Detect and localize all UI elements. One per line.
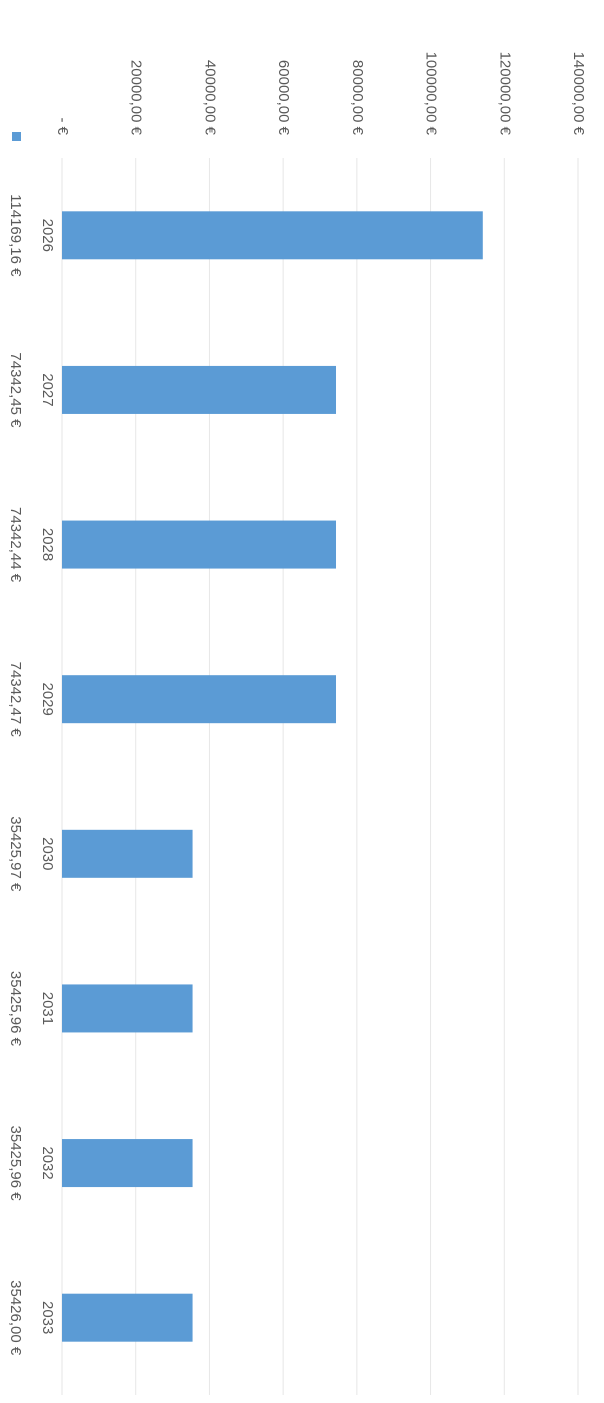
bar xyxy=(62,365,337,414)
y-tick-label: 120000,00 € xyxy=(496,52,513,136)
x-tick-label: 2032 xyxy=(39,1146,56,1179)
value-label: 35425,96 € xyxy=(7,1126,24,1202)
x-tick-label: 2027 xyxy=(39,373,56,406)
x-tick-label: 2029 xyxy=(39,683,56,716)
x-tick-label: 2028 xyxy=(39,528,56,561)
bar xyxy=(62,1139,193,1188)
y-tick-label: 20000,00 € xyxy=(128,60,145,136)
value-label: 114169,16 € xyxy=(7,194,24,277)
value-label: 35425,97 € xyxy=(7,816,24,892)
y-tick-label: 100000,00 € xyxy=(423,52,440,136)
x-tick-label: 2031 xyxy=(39,992,56,1025)
value-label: 74342,44 € xyxy=(7,507,24,583)
bar xyxy=(62,675,337,724)
legend-marker xyxy=(12,132,21,141)
bar xyxy=(62,211,483,260)
bar xyxy=(62,1293,193,1342)
x-tick-label: 2026 xyxy=(39,219,56,252)
y-tick-label: 140000,00 € xyxy=(570,52,587,136)
x-tick-label: 2030 xyxy=(39,837,56,870)
value-label: 35426,00 € xyxy=(7,1280,24,1356)
x-tick-label: 2033 xyxy=(39,1301,56,1334)
bar xyxy=(62,520,337,569)
bar xyxy=(62,829,193,878)
bar xyxy=(62,984,193,1033)
y-tick-label: 40000,00 € xyxy=(201,60,218,136)
value-label: 35425,96 € xyxy=(7,971,24,1047)
y-tick-label: - € xyxy=(54,117,71,135)
y-tick-label: 60000,00 € xyxy=(275,60,292,136)
y-tick-label: 80000,00 € xyxy=(349,60,366,136)
value-label: 74342,47 € xyxy=(7,662,24,738)
value-label: 74342,45 € xyxy=(7,352,24,428)
